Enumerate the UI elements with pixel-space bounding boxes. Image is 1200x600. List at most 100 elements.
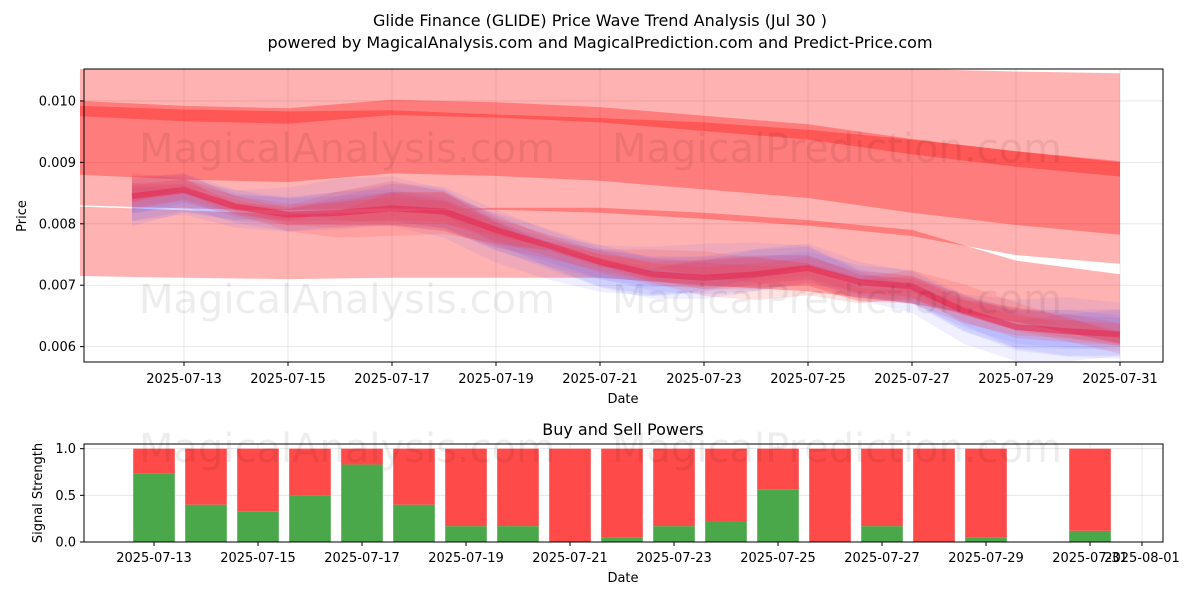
watermark-text: MagicalAnalysis.com bbox=[139, 126, 555, 172]
buy-bar bbox=[445, 526, 487, 542]
buy-bar bbox=[705, 521, 747, 542]
sell-bar bbox=[965, 448, 1007, 538]
signal-y-tick-label: 0.0 bbox=[55, 536, 76, 551]
buy-bar bbox=[185, 504, 227, 542]
buy-bar bbox=[1069, 530, 1111, 542]
price-chart: MagicalAnalysis.com MagicalPrediction.co… bbox=[15, 68, 1164, 407]
price-plot-area bbox=[84, 69, 1163, 362]
signal-x-tick-label: 2025-07-15 bbox=[220, 551, 296, 566]
signal-x-tick-label: 2025-08-01 bbox=[1104, 551, 1180, 566]
price-band-ribbon bbox=[80, 99, 1120, 177]
signal-y-axis: 0.0 0.5 1.0 bbox=[55, 442, 84, 551]
signal-x-tick-label: 2025-07-13 bbox=[116, 551, 192, 566]
signal-x-tick-label: 2025-07-25 bbox=[740, 551, 816, 566]
signal-x-tick-label: 2025-07-29 bbox=[948, 551, 1024, 566]
price-grid bbox=[84, 69, 1163, 362]
buy-bar bbox=[965, 537, 1007, 542]
watermark-text: MagicalPrediction.com bbox=[612, 126, 1062, 172]
price-watermarks: MagicalAnalysis.com MagicalPrediction.co… bbox=[139, 126, 1062, 323]
signal-bars bbox=[133, 448, 1111, 542]
signal-x-tick-label: 2025-07-21 bbox=[532, 551, 608, 566]
signal-y-axis-label: Signal Strength bbox=[31, 443, 46, 543]
watermark-text: MagicalAnalysis.com bbox=[139, 277, 555, 323]
signal-y-tick-label: 1.0 bbox=[55, 442, 76, 457]
sell-bar bbox=[133, 448, 175, 474]
buy-bar bbox=[757, 489, 799, 542]
price-x-axis-label: Date bbox=[607, 392, 638, 407]
sell-bar bbox=[393, 448, 435, 505]
price-x-axis: 2025-07-13 2025-07-15 2025-07-17 2025-07-19… bbox=[146, 362, 1158, 387]
sell-bar bbox=[913, 448, 955, 542]
price-x-tick-label: 2025-07-23 bbox=[666, 372, 742, 387]
signal-x-tick-label: 2025-07-27 bbox=[844, 551, 920, 566]
price-y-axis: 0.006 0.007 0.008 0.009 0.010 bbox=[39, 94, 84, 355]
signal-x-axis: 2025-07-13 2025-07-15 2025-07-17 2025-07-19… bbox=[116, 542, 1180, 566]
signal-x-tick-label: 2025-07-17 bbox=[324, 551, 400, 566]
sell-bar bbox=[1069, 448, 1111, 531]
buy-bar bbox=[341, 464, 383, 542]
price-y-tick-label: 0.009 bbox=[39, 156, 76, 171]
watermark-text: MagicalPrediction.com bbox=[612, 277, 1062, 323]
sell-bar bbox=[653, 448, 695, 527]
signal-x-tick-label: 2025-07-31 bbox=[1052, 551, 1128, 566]
price-wave-blue bbox=[132, 173, 1120, 351]
sell-bar bbox=[809, 448, 851, 542]
sell-bar bbox=[341, 448, 383, 465]
price-x-tick-label: 2025-07-15 bbox=[250, 372, 326, 387]
signal-x-axis-label: Date bbox=[607, 571, 638, 586]
price-x-tick-label: 2025-07-13 bbox=[146, 372, 222, 387]
signal-plot-frame bbox=[83, 443, 1164, 543]
buy-bar bbox=[861, 526, 903, 542]
buy-bar bbox=[133, 473, 175, 542]
price-x-tick-label: 2025-07-25 bbox=[770, 372, 846, 387]
price-y-tick-label: 0.007 bbox=[39, 279, 76, 294]
price-wave-red bbox=[132, 176, 1120, 335]
signal-y-tick-label: 0.5 bbox=[55, 489, 76, 504]
sell-bar bbox=[601, 448, 643, 538]
sell-bar bbox=[237, 448, 279, 512]
sell-bar bbox=[705, 448, 747, 522]
figure-title: Glide Finance (GLIDE) Price Wave Trend A… bbox=[373, 11, 827, 30]
price-x-tick-label: 2025-07-29 bbox=[978, 372, 1054, 387]
figure-subtitle: powered by MagicalAnalysis.com and Magic… bbox=[267, 33, 932, 52]
price-bands bbox=[80, 69, 1120, 344]
price-y-axis-label: Price bbox=[15, 200, 30, 232]
price-plot-frame bbox=[83, 68, 1164, 363]
buy-bar bbox=[393, 504, 435, 542]
price-y-tick-label: 0.010 bbox=[39, 94, 76, 109]
sell-bar bbox=[497, 448, 539, 527]
watermark-text: MagicalAnalysis.com bbox=[139, 426, 555, 472]
price-x-tick-label: 2025-07-19 bbox=[458, 372, 534, 387]
price-band-3 bbox=[80, 206, 1120, 344]
buy-bar bbox=[237, 511, 279, 542]
buy-bar bbox=[289, 495, 331, 542]
price-waves bbox=[131, 172, 1121, 362]
signal-watermarks: MagicalAnalysis.com MagicalPrediction.co… bbox=[139, 426, 1062, 472]
signal-x-tick-label: 2025-07-23 bbox=[636, 551, 712, 566]
price-wave-red bbox=[132, 173, 1120, 344]
signal-chart: Buy and Sell Powers MagicalAnalysis.com … bbox=[31, 420, 1180, 586]
price-x-tick-label: 2025-07-27 bbox=[874, 372, 950, 387]
price-y-tick-label: 0.008 bbox=[39, 217, 76, 232]
price-x-tick-label: 2025-07-17 bbox=[354, 372, 430, 387]
sell-bar bbox=[861, 448, 903, 527]
watermark-text: MagicalPrediction.com bbox=[612, 426, 1062, 472]
buy-bar bbox=[497, 526, 539, 542]
price-x-tick-label: 2025-07-21 bbox=[562, 372, 638, 387]
sell-bar bbox=[185, 448, 227, 505]
sell-bar bbox=[757, 448, 799, 490]
buy-bar bbox=[601, 537, 643, 542]
signal-chart-title: Buy and Sell Powers bbox=[542, 420, 704, 439]
price-y-tick-label: 0.006 bbox=[39, 340, 76, 355]
price-wave-red bbox=[132, 179, 1120, 346]
price-wave-red bbox=[132, 172, 1120, 354]
sell-bar bbox=[445, 448, 487, 527]
price-band-1 bbox=[80, 69, 1120, 235]
buy-bar bbox=[653, 526, 695, 542]
sell-bar bbox=[549, 448, 591, 542]
signal-x-tick-label: 2025-07-19 bbox=[428, 551, 504, 566]
sell-bar bbox=[289, 448, 331, 496]
price-x-tick-label: 2025-07-31 bbox=[1082, 372, 1158, 387]
price-band-2 bbox=[80, 105, 1120, 264]
